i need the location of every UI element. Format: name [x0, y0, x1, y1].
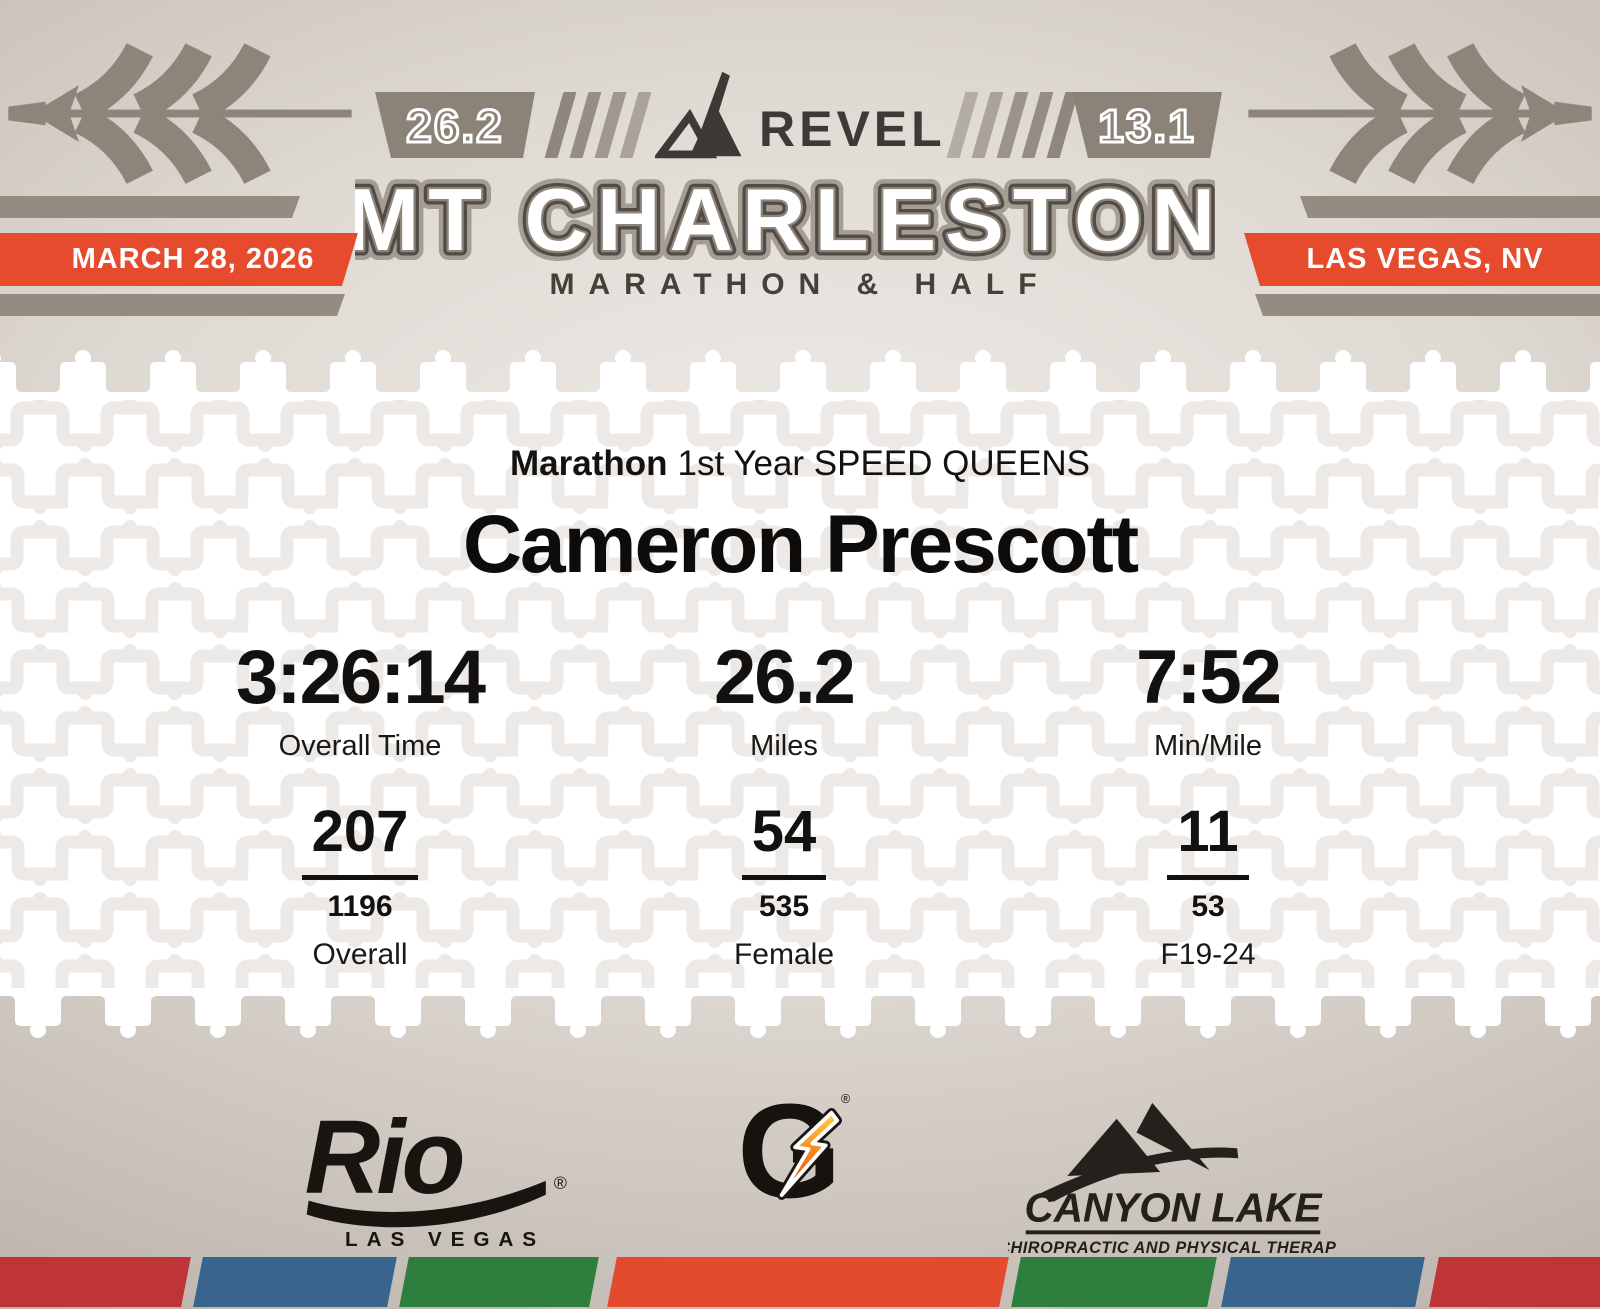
- result-panel: Marathon 1st Year SPEED QUEENS Cameron Pr…: [0, 344, 1600, 1044]
- stripe-segment-blue: [193, 1257, 397, 1307]
- stripe-segment-blue: [1221, 1257, 1425, 1307]
- distance-badge-half: 13.1: [1072, 92, 1222, 158]
- stripe-segment-orange: [607, 1257, 1009, 1307]
- slant-stripes-right-icon: [946, 92, 1079, 158]
- stat-column-pace: 7:52 Min/Mile 11 53 F19-24: [1038, 640, 1378, 972]
- stripe-segment-green: [1011, 1257, 1217, 1307]
- gatorade-trademark: ®: [841, 1092, 850, 1106]
- gatorade-g-letter: G: [738, 1086, 841, 1220]
- rio-trademark: ®: [554, 1173, 567, 1193]
- stripe-segment-crimson: [0, 1257, 191, 1307]
- event-title-bevel: MT CHARLESTON: [355, 170, 1215, 269]
- canyon-lake-rule: [1025, 1230, 1321, 1235]
- agegroup-place: 11: [1167, 803, 1249, 880]
- event-title-glow: MT CHARLESTON: [355, 170, 1215, 269]
- event-location: LAS VEGAS, NV: [1306, 243, 1544, 275]
- location-banner: LAS VEGAS, NV: [1244, 233, 1600, 286]
- stat-column-time: 3:26:14 Overall Time 207 1196 Overall: [190, 640, 530, 972]
- miles-label: Miles: [750, 730, 818, 762]
- overall-time-label: Overall Time: [278, 730, 442, 762]
- agegroup-field-size: 53: [1191, 890, 1225, 923]
- canyon-lake-subtext: CHIROPRACTIC AND PHYSICAL THERAPY: [1008, 1239, 1338, 1257]
- decor-bar: [1300, 196, 1600, 218]
- stripe-segment-green: [399, 1257, 599, 1307]
- decor-bar: [0, 294, 345, 316]
- rio-subtext: LAS VEGAS: [345, 1228, 545, 1251]
- revel-logo: REVEL: [655, 70, 946, 160]
- arrow-fletching-right-icon: [1248, 42, 1592, 185]
- gatorade-logo: G ®: [738, 1086, 850, 1220]
- stamp-pattern-background: [0, 344, 1600, 1044]
- decor-bar: [0, 196, 300, 218]
- canyon-mountains-icon: [1039, 1102, 1239, 1202]
- pace-value: 7:52: [1135, 635, 1282, 720]
- arrow-fletching-left-icon: [8, 42, 352, 185]
- event-date: MARCH 28, 2026: [71, 243, 315, 275]
- runner-name: Cameron Prescott: [462, 499, 1139, 590]
- footer-color-stripe: [0, 1257, 1600, 1307]
- event-title-fill: MT CHARLESTON: [355, 170, 1215, 269]
- revel-wordmark: REVEL: [759, 101, 946, 157]
- slant-stripes-left-icon: [544, 92, 652, 158]
- stat-column-distance: 26.2 Miles 54 535 Female: [614, 640, 954, 972]
- date-banner: MARCH 28, 2026: [0, 233, 358, 286]
- category-race: Marathon: [510, 444, 668, 483]
- gatorade-bolt-icon: [779, 1110, 840, 1198]
- event-title-outline: MT CHARLESTON: [355, 170, 1215, 269]
- event-subtitle: MARATHON & HALF: [549, 268, 1051, 301]
- result-category: Marathon 1st Year SPEED QUEENS: [0, 444, 1600, 484]
- overall-rank-label: Overall: [312, 938, 408, 971]
- distance-badge-marathon: 26.2: [375, 92, 535, 158]
- overall-place: 207: [301, 803, 419, 880]
- rio-las-vegas-logo: Rio ® LAS VEGAS: [305, 1099, 567, 1251]
- agegroup-rank-label: F19-24: [1160, 938, 1256, 971]
- canyon-lake-wordmark: CANYON LAKE: [1024, 1184, 1323, 1230]
- rio-wordmark: Rio: [305, 1099, 463, 1216]
- category-division: 1st Year SPEED QUEENS: [677, 444, 1090, 483]
- decor-bar: [1255, 294, 1600, 316]
- event-title: MT CHARLESTON MT CHARLESTON MT CHARLESTO…: [355, 168, 1215, 279]
- female-rank-label: Female: [733, 938, 835, 971]
- revel-peak-icon: [655, 71, 742, 159]
- stripe-segment-crimson: [1429, 1257, 1600, 1307]
- female-place: 54: [741, 803, 827, 880]
- female-field-size: 535: [758, 890, 810, 923]
- pace-label: Min/Mile: [1154, 730, 1262, 762]
- distance-half-label: 13.1: [1098, 100, 1196, 152]
- canyon-lake-logo: CANYON LAKE CHIROPRACTIC AND PHYSICAL TH…: [1008, 1102, 1338, 1257]
- overall-field-size: 1196: [327, 890, 393, 923]
- miles-value: 26.2: [714, 635, 856, 720]
- rio-swoosh-icon: [306, 1180, 546, 1228]
- overall-time-value: 3:26:14: [236, 635, 486, 720]
- distance-full-label: 26.2: [406, 100, 504, 152]
